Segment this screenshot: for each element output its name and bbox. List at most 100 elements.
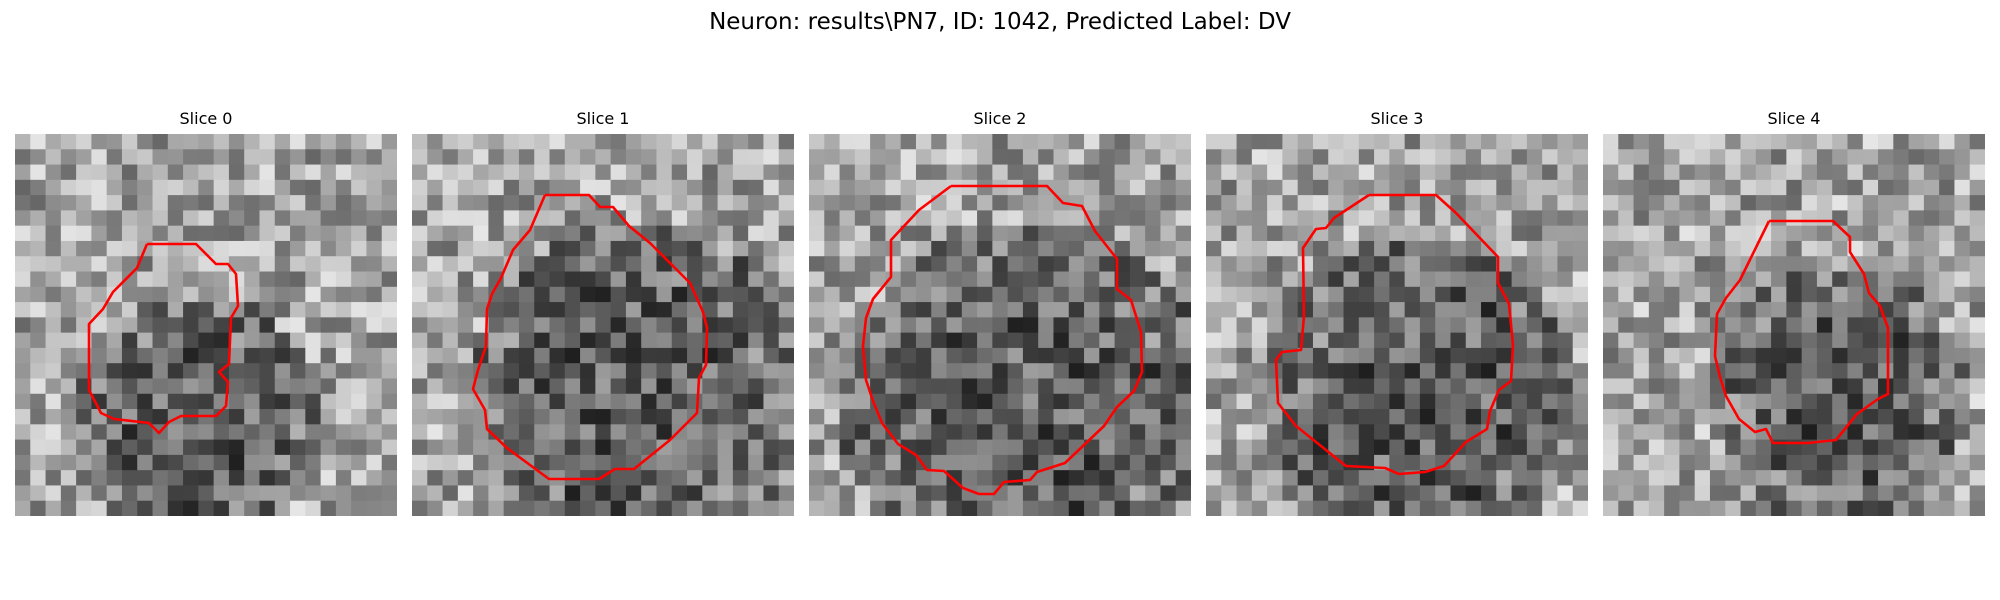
pixel xyxy=(443,226,459,242)
pixel xyxy=(1878,409,1894,425)
pixel xyxy=(504,333,520,349)
pixel xyxy=(550,455,566,471)
pixel xyxy=(1405,333,1421,349)
pixel xyxy=(733,455,749,471)
pixel xyxy=(1863,470,1879,486)
pixel xyxy=(1099,149,1115,165)
pixel xyxy=(76,485,92,501)
pixel xyxy=(519,485,535,501)
pixel xyxy=(1481,470,1497,486)
pixel xyxy=(718,424,734,440)
pixel xyxy=(1008,424,1024,440)
pixel xyxy=(1573,470,1588,486)
pixel xyxy=(1298,210,1314,226)
pixel xyxy=(779,333,794,349)
pixel xyxy=(1741,470,1757,486)
pixel xyxy=(1664,501,1680,516)
pixel xyxy=(321,501,337,516)
pixel xyxy=(168,485,184,501)
pixel xyxy=(107,394,123,410)
pixel xyxy=(611,409,627,425)
pixel xyxy=(1679,348,1695,364)
pixel xyxy=(214,287,230,303)
pixel xyxy=(336,455,352,471)
pixel xyxy=(1924,363,1940,379)
pixel xyxy=(1374,272,1390,288)
pixel xyxy=(1954,455,1970,471)
pixel xyxy=(626,302,642,318)
pixel xyxy=(1176,440,1191,456)
pixel xyxy=(916,470,932,486)
pixel xyxy=(550,165,566,181)
pixel xyxy=(626,394,642,410)
pixel xyxy=(351,287,367,303)
pixel xyxy=(183,287,199,303)
pixel xyxy=(1466,363,1482,379)
pixel xyxy=(1527,241,1543,257)
pixel xyxy=(534,348,550,364)
pixel xyxy=(137,378,153,394)
pixel xyxy=(336,134,352,150)
pixel xyxy=(107,348,123,364)
pixel xyxy=(1267,485,1283,501)
pixel xyxy=(198,440,214,456)
pixel xyxy=(1847,348,1863,364)
pixel xyxy=(565,424,581,440)
pixel xyxy=(412,333,428,349)
pixel xyxy=(916,287,932,303)
pixel xyxy=(1359,378,1375,394)
pixel xyxy=(748,210,764,226)
pixel xyxy=(427,241,443,257)
pixel xyxy=(1695,241,1711,257)
pixel xyxy=(855,195,871,211)
pixel xyxy=(824,485,840,501)
pixel xyxy=(1328,378,1344,394)
pixel xyxy=(916,210,932,226)
pixel xyxy=(473,440,489,456)
pixel xyxy=(382,317,397,333)
pixel xyxy=(656,501,672,516)
pixel xyxy=(427,378,443,394)
pixel xyxy=(1512,501,1528,516)
pixel xyxy=(763,195,779,211)
pixel xyxy=(1695,501,1711,516)
pixel xyxy=(1954,394,1970,410)
pixel xyxy=(1512,241,1528,257)
pixel xyxy=(1389,302,1405,318)
pixel xyxy=(1374,440,1390,456)
pixel xyxy=(1008,378,1024,394)
pixel xyxy=(183,256,199,272)
pixel xyxy=(107,333,123,349)
pixel xyxy=(458,378,474,394)
pixel xyxy=(1664,455,1680,471)
pixel xyxy=(61,272,77,288)
pixel xyxy=(259,165,275,181)
pixel xyxy=(259,455,275,471)
pixel xyxy=(1878,287,1894,303)
pixel xyxy=(1756,394,1772,410)
pixel xyxy=(1282,485,1298,501)
pixel xyxy=(1221,272,1237,288)
pixel xyxy=(733,317,749,333)
pixel xyxy=(809,149,825,165)
pixel xyxy=(1206,501,1222,516)
pixel xyxy=(1252,149,1268,165)
pixel xyxy=(947,363,963,379)
pixel xyxy=(565,210,581,226)
pixel xyxy=(1832,287,1848,303)
pixel xyxy=(244,256,260,272)
pixel xyxy=(718,256,734,272)
pixel xyxy=(305,256,321,272)
pixel xyxy=(1527,226,1543,242)
pixel xyxy=(1741,333,1757,349)
pixel xyxy=(1573,241,1588,257)
pixel xyxy=(168,363,184,379)
pixel xyxy=(1649,317,1665,333)
pixel xyxy=(1084,195,1100,211)
pixel xyxy=(1939,409,1955,425)
pixel xyxy=(1298,485,1314,501)
pixel xyxy=(1863,241,1879,257)
pixel xyxy=(1909,485,1925,501)
pixel xyxy=(1710,455,1726,471)
pixel xyxy=(1176,226,1191,242)
